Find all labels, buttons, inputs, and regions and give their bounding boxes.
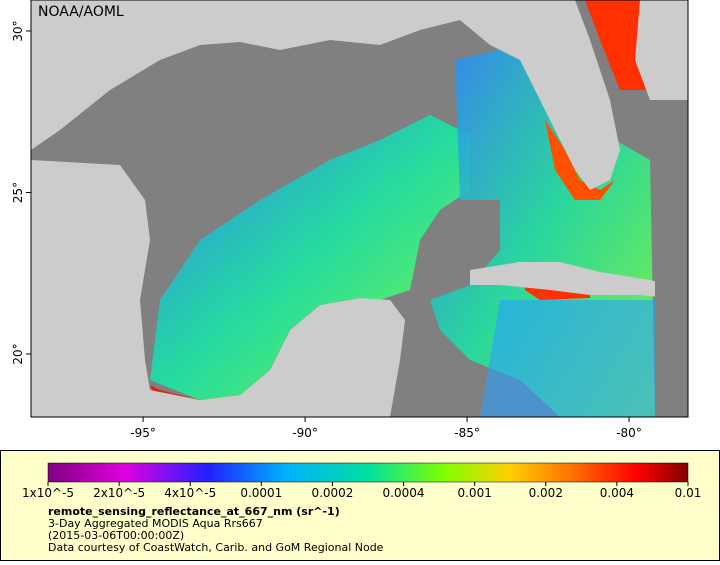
colorbar: [47, 462, 689, 483]
legend-line: 3-Day Aggregated MODIS Aqua Rrs667: [48, 517, 263, 530]
colorbar-tick-label: 0.0004: [383, 486, 425, 500]
swath: [150, 115, 470, 400]
axes: -95° -90° -85° -80° 20° 25° 30°: [11, 20, 642, 440]
legend-line: (2015-03-06T00:00:00Z): [48, 529, 184, 542]
colorbar-tick-label: 0.001: [457, 486, 491, 500]
watermark: NOAA/AOML: [38, 4, 124, 20]
land: [635, 0, 688, 100]
colorbar-tick-label: 1x10^-5: [22, 486, 74, 500]
coastal-high: [585, 0, 650, 90]
x-tick-label: -95°: [130, 426, 156, 440]
colorbar-title: remote_sensing_reflectance_at_667_nm (sr…: [48, 505, 340, 518]
x-tick-label: -90°: [292, 426, 318, 440]
coastal-high: [545, 120, 615, 200]
y-tick-label: 20°: [11, 343, 25, 364]
land: [31, 0, 620, 190]
y-tick-label: 30°: [11, 20, 25, 41]
legend-line: Data courtesy of CoastWatch, Carib. and …: [48, 541, 384, 554]
land: [470, 262, 688, 300]
colorbar-tick-label: 0.0001: [240, 486, 282, 500]
no-data: [655, 100, 688, 417]
colorbar-tick-label: 4x10^-5: [164, 486, 216, 500]
colorbar-tick-label: 0.002: [529, 486, 563, 500]
colorbar-tick-label: 0.01: [675, 486, 702, 500]
map: [31, 0, 688, 417]
colorbar-tick-label: 0.004: [600, 486, 634, 500]
swath: [480, 300, 655, 417]
colorbar-ticks: 1x10^-5 2x10^-5 4x10^-5 0.0001 0.0002 0.0004 0…: [22, 482, 701, 500]
map-frame: [30, 0, 689, 418]
y-tick-label: 25°: [11, 182, 25, 203]
land: [31, 160, 405, 417]
colorbar-tick-label: 2x10^-5: [93, 486, 145, 500]
x-tick-label: -80°: [616, 426, 642, 440]
colorbar-tick-label: 0.0002: [311, 486, 353, 500]
x-tick-label: -85°: [454, 426, 480, 440]
